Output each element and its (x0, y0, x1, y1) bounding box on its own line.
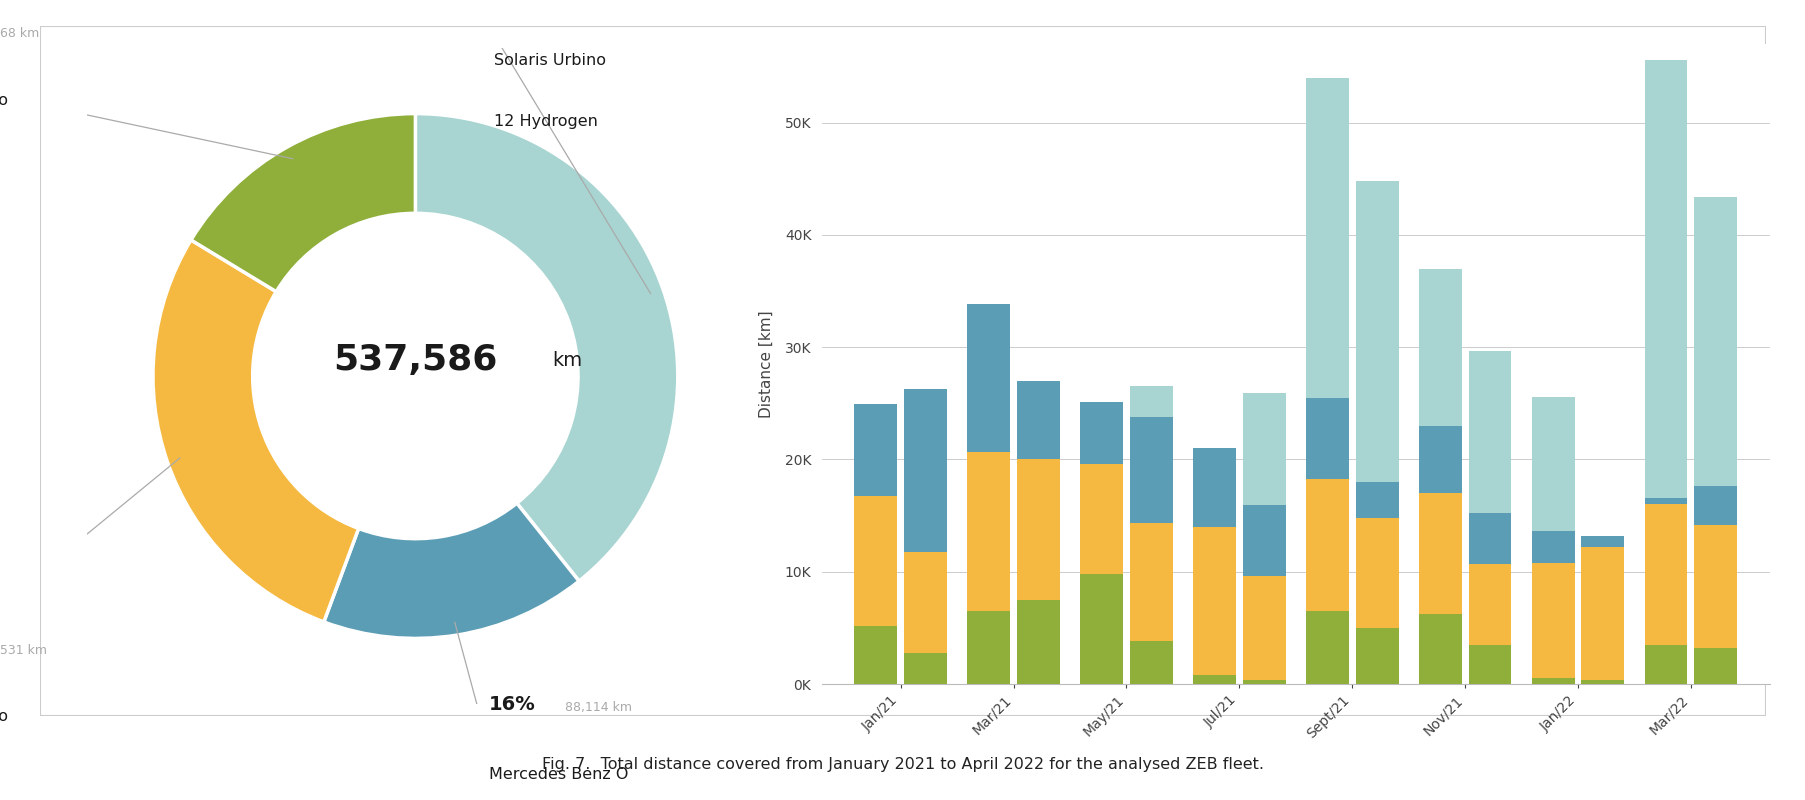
Bar (854, 405, 897, 497)
Bar (1016, 600, 1060, 684)
Text: Solaris Urbino: Solaris Urbino (495, 54, 606, 68)
Bar (854, 497, 897, 626)
Bar (1193, 448, 1235, 527)
Bar (904, 389, 946, 551)
Bar (1581, 679, 1623, 684)
Text: Mercedes Benz O: Mercedes Benz O (489, 767, 628, 782)
Bar (904, 551, 946, 653)
Bar (1644, 645, 1686, 684)
Bar (1242, 679, 1285, 684)
Bar (854, 626, 897, 684)
Bar (1693, 197, 1736, 486)
Bar (1356, 518, 1397, 628)
Text: Solaris Urbino: Solaris Urbino (0, 93, 7, 108)
Bar (967, 451, 1009, 611)
Bar (1356, 482, 1397, 518)
Text: 150,531 km: 150,531 km (0, 644, 47, 657)
Bar (1531, 562, 1574, 678)
Bar (1242, 576, 1285, 679)
Bar (1130, 386, 1171, 417)
Bar (1693, 648, 1736, 684)
Bar (1644, 60, 1686, 498)
Bar (1419, 614, 1460, 684)
Text: 12 Hydrogen: 12 Hydrogen (495, 114, 597, 129)
Bar (1581, 547, 1623, 679)
Bar (1305, 78, 1348, 398)
Bar (967, 305, 1009, 451)
Bar (1693, 525, 1736, 648)
Bar (967, 611, 1009, 684)
Wedge shape (415, 114, 677, 581)
Bar (1305, 611, 1348, 684)
Bar (1130, 417, 1171, 523)
Bar (1644, 498, 1686, 504)
Bar (1016, 459, 1060, 600)
Bar (1467, 645, 1511, 684)
Bar (1193, 675, 1235, 684)
Bar (1531, 531, 1574, 562)
Bar (1079, 464, 1123, 574)
Text: 88,114 km: 88,114 km (565, 702, 632, 714)
Bar (1305, 478, 1348, 611)
Bar (1581, 536, 1623, 547)
Bar (1193, 527, 1235, 675)
Wedge shape (323, 503, 579, 638)
Bar (1356, 181, 1397, 482)
Text: Solaris Urbino: Solaris Urbino (0, 710, 7, 724)
Bar (1419, 426, 1460, 493)
Bar (1079, 574, 1123, 684)
Text: km: km (552, 350, 581, 370)
Bar (1356, 628, 1397, 684)
Bar (1531, 397, 1574, 531)
Bar (1305, 398, 1348, 478)
Text: 16%: 16% (489, 695, 536, 714)
Bar (1242, 506, 1285, 576)
Text: Fig. 7.  Total distance covered from January 2021 to April 2022 for the analysed: Fig. 7. Total distance covered from Janu… (542, 757, 1264, 771)
Bar (1467, 350, 1511, 514)
Text: 87,768 km: 87,768 km (0, 27, 40, 40)
Wedge shape (153, 240, 359, 622)
Bar (1644, 504, 1686, 645)
Y-axis label: Distance [km]: Distance [km] (758, 310, 773, 418)
Bar (1693, 486, 1736, 525)
Bar (1242, 393, 1285, 506)
Bar (1467, 514, 1511, 564)
Bar (1419, 493, 1460, 614)
Bar (1130, 523, 1171, 642)
Bar (1467, 564, 1511, 645)
Bar (1079, 402, 1123, 464)
Bar (904, 653, 946, 684)
Bar (1419, 269, 1460, 426)
Bar (1531, 678, 1574, 684)
Wedge shape (191, 114, 415, 292)
Bar (1016, 381, 1060, 459)
Text: 537,586: 537,586 (332, 343, 498, 378)
Bar (1130, 642, 1171, 684)
